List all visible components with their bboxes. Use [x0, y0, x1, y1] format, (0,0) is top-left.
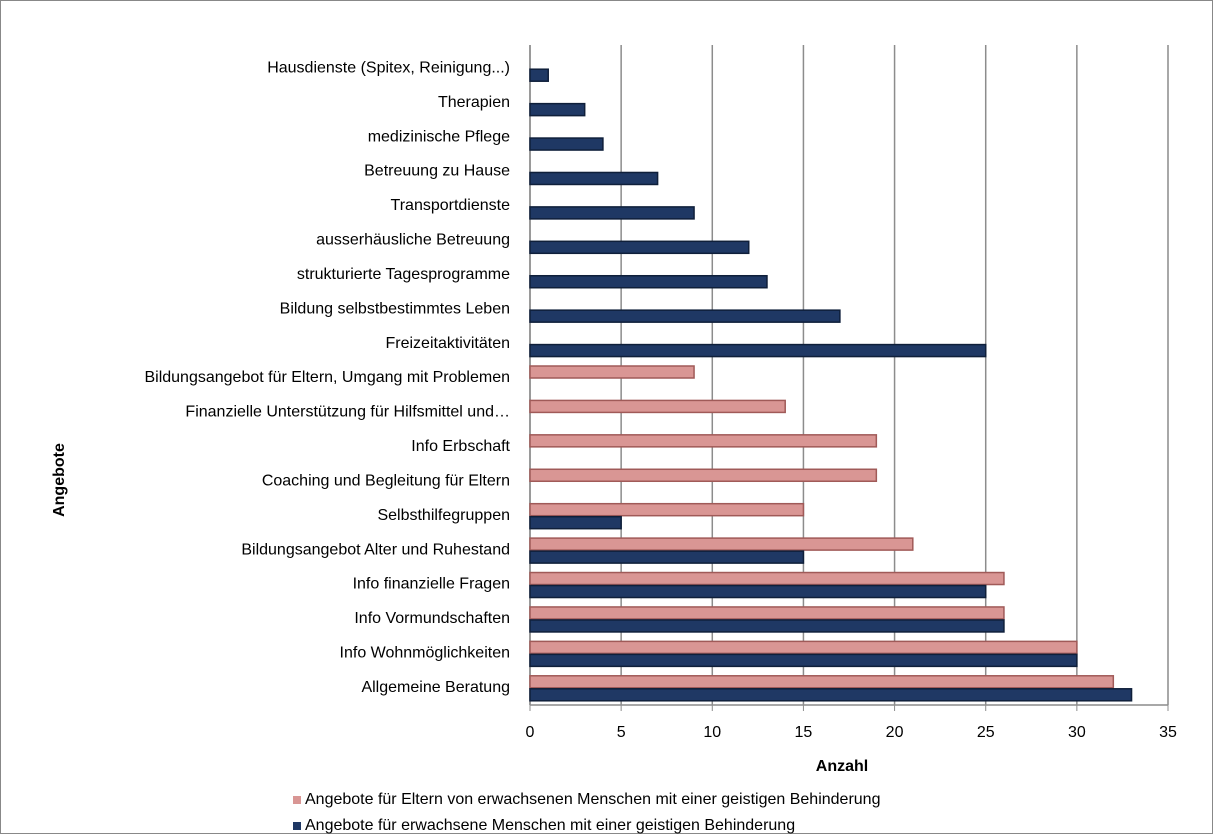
legend-swatch	[293, 822, 301, 830]
x-tick-label: 20	[886, 724, 904, 741]
y-tick-label: ausserhäusliche Betreuung	[316, 232, 510, 249]
bar	[529, 434, 878, 448]
y-tick-label: strukturierte Tagesprogramme	[297, 266, 510, 283]
bar	[529, 171, 659, 186]
bar	[529, 584, 987, 599]
y-tick-label: Freizeitaktivitäten	[386, 335, 511, 352]
bar	[529, 502, 805, 517]
x-tick-label: 25	[977, 724, 995, 741]
y-axis-label: Angebote	[51, 443, 68, 517]
bar	[529, 399, 786, 414]
bar	[529, 137, 604, 151]
bar	[529, 640, 1078, 655]
y-tick-label: Finanzielle Unterstützung für Hilfsmitte…	[185, 404, 510, 421]
y-tick-label: Bildungsangebot Alter und Ruhestand	[241, 541, 510, 558]
y-tick-label: Therapien	[438, 94, 510, 111]
x-tick-label: 10	[703, 724, 721, 741]
bar	[529, 619, 1005, 633]
x-axis-label: Anzahl	[816, 758, 868, 775]
x-tick-label: 0	[526, 724, 535, 741]
bar	[529, 309, 841, 323]
bar	[529, 550, 805, 564]
y-tick-label: Info finanzielle Fragen	[353, 576, 510, 593]
legend-label: Angebote für erwachsene Menschen mit ein…	[305, 817, 795, 834]
legend-label: Angebote für Eltern von erwachsenen Mens…	[305, 791, 880, 808]
bar	[529, 675, 1115, 689]
y-tick-label: Hausdienste (Spitex, Reinigung...)	[267, 59, 510, 76]
legend-swatch	[293, 796, 301, 804]
y-tick-label: Transportdienste	[391, 197, 511, 214]
x-tick-label: 15	[795, 724, 813, 741]
bar	[529, 274, 768, 289]
bar	[529, 365, 695, 379]
y-tick-label: Bildung selbstbestimmtes Leben	[280, 300, 510, 317]
y-tick-label: medizinische Pflege	[368, 128, 510, 145]
bar	[529, 653, 1078, 668]
y-tick-label: Bildungsangebot für Eltern, Umgang mit P…	[144, 369, 510, 386]
bar	[529, 688, 1133, 702]
y-tick-label: Info Erbschaft	[411, 438, 510, 455]
bar	[529, 240, 750, 255]
bar	[529, 515, 622, 530]
bar	[529, 206, 695, 220]
bar	[529, 606, 1005, 620]
x-tick-label: 35	[1159, 724, 1177, 741]
y-tick-label: Betreuung zu Hause	[364, 163, 510, 180]
bar	[529, 68, 549, 82]
y-tick-label: Selbsthilfegruppen	[377, 507, 510, 524]
bar	[529, 343, 987, 358]
y-tick-label: Info Vormundschaften	[354, 610, 510, 627]
bar	[529, 468, 878, 483]
x-tick-label: 30	[1068, 724, 1086, 741]
y-tick-label: Info Wohnmöglichkeiten	[340, 645, 510, 662]
y-tick-label: Coaching und Begleitung für Eltern	[262, 472, 510, 489]
bar	[529, 102, 586, 117]
bar	[529, 571, 1005, 586]
x-tick-label: 5	[617, 724, 626, 741]
y-tick-label: Allgemeine Beratung	[361, 679, 510, 696]
bar	[529, 537, 914, 551]
